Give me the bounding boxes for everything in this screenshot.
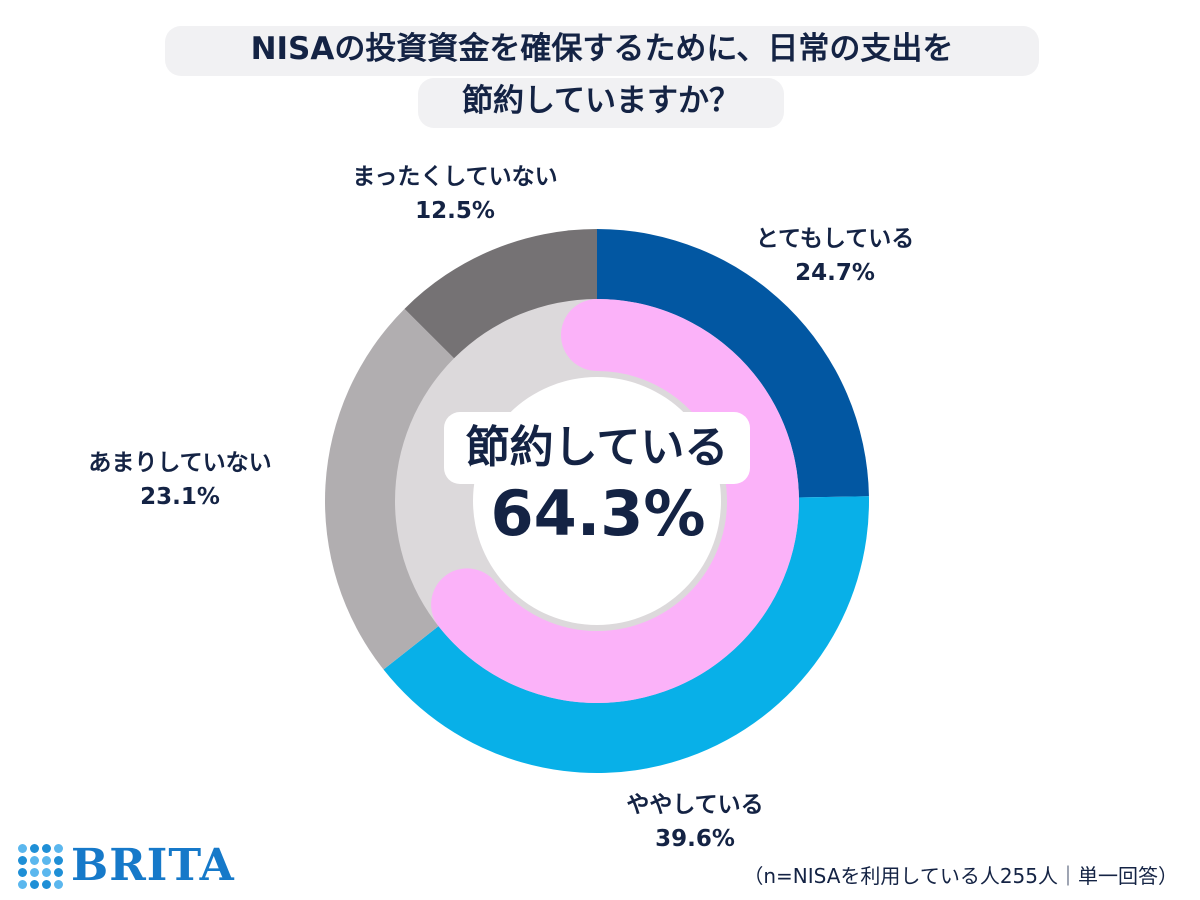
sample-footnote: （n=NISAを利用している人255人｜単一回答）: [743, 864, 1178, 888]
slice-label-totemo-name: とてもしている: [755, 226, 915, 252]
slice-label-yaya-name: ややしている: [626, 792, 764, 818]
center-summary-value: 64.3%: [490, 477, 706, 550]
slice-label-amari-value: 23.1%: [140, 484, 220, 510]
center-summary-label: 節約している: [444, 412, 750, 484]
logo-dots-icon: [18, 843, 63, 889]
slice-label-mattaku-value: 12.5%: [415, 198, 495, 224]
slice-label-amari: あまりしていない 23.1%: [40, 446, 320, 514]
slice-label-mattaku: まったくしていない 12.5%: [300, 160, 610, 228]
chart-title-line-2: 節約していますか？: [418, 78, 784, 128]
slice-label-mattaku-name: まったくしていない: [352, 164, 558, 190]
slice-label-yaya: ややしている 39.6%: [560, 788, 830, 856]
brita-logo: BRITA: [18, 840, 235, 891]
chart-title-line-1: NISAの投資資金を確保するために、日常の支出を: [165, 26, 1039, 76]
slice-label-amari-name: あまりしていない: [88, 450, 272, 476]
logo-text: BRITA: [71, 840, 235, 891]
slice-label-totemo-value: 24.7%: [795, 260, 875, 286]
slice-label-totemo: とてもしている 24.7%: [700, 222, 970, 290]
slice-label-yaya-value: 39.6%: [655, 826, 735, 852]
inner-ring-progress: [431, 299, 799, 703]
